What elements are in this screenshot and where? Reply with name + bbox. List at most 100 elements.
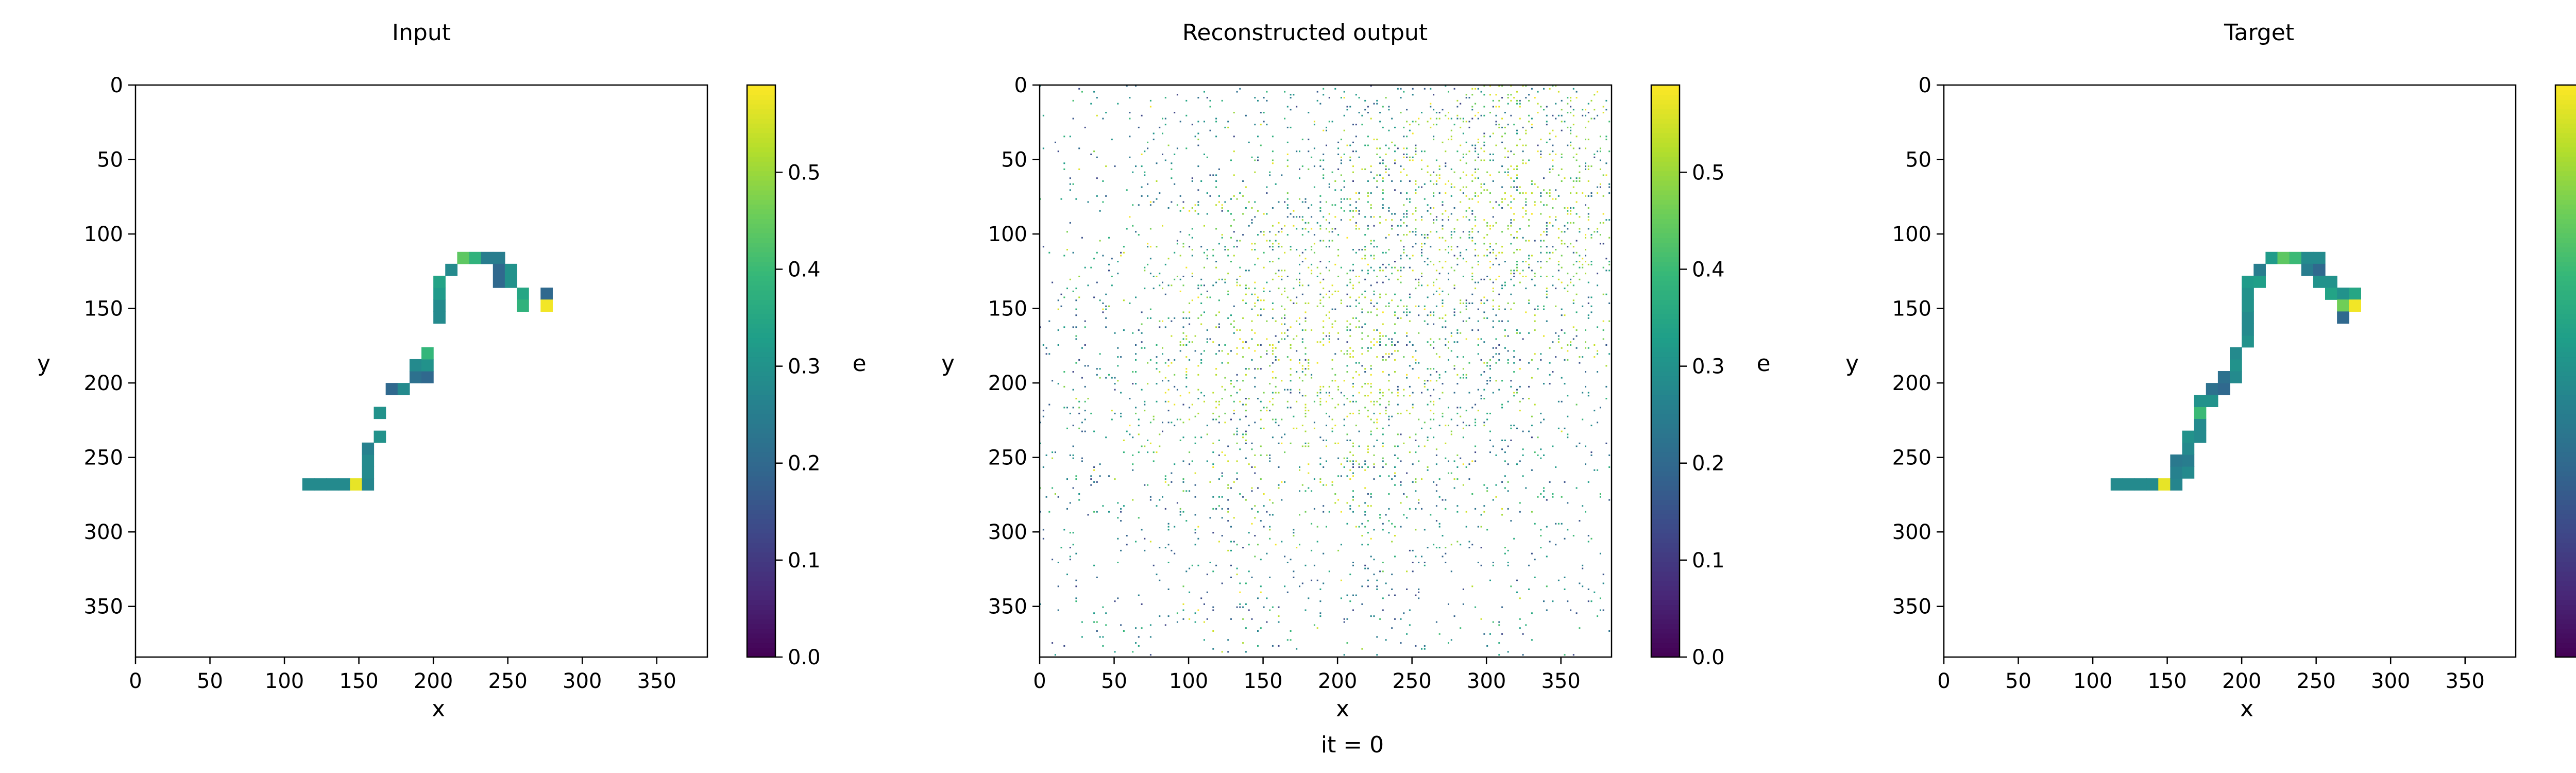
heatmap-cell xyxy=(1063,168,1065,170)
heatmap-cell xyxy=(1585,147,1586,149)
heatmap-cell xyxy=(1299,150,1300,153)
heatmap-cell xyxy=(1448,293,1449,295)
heatmap-cell xyxy=(1105,308,1107,310)
heatmap-cell xyxy=(1233,305,1235,307)
heatmap-cell xyxy=(1376,147,1378,149)
colorbar-frame xyxy=(746,84,776,658)
heatmap-cell xyxy=(2146,478,2159,491)
heatmap-cell xyxy=(1608,466,1611,468)
heatmap-cell xyxy=(1269,365,1271,367)
heatmap-cell xyxy=(1421,243,1422,245)
heatmap-cell xyxy=(1075,198,1077,200)
heatmap-cell xyxy=(1206,156,1208,158)
heatmap-cell xyxy=(1260,112,1262,113)
heatmap-cell xyxy=(1540,547,1542,549)
heatmap-cell xyxy=(1200,359,1202,361)
heatmap-cell xyxy=(1549,374,1551,376)
heatmap-cell xyxy=(1167,400,1170,402)
colorbar-segment xyxy=(1651,404,1680,410)
heatmap-cell xyxy=(1418,362,1420,364)
heatmap-cell xyxy=(2265,251,2278,264)
heatmap-cell xyxy=(1433,436,1435,439)
heatmap-cell xyxy=(1587,317,1589,319)
heatmap-cell xyxy=(1144,174,1146,176)
colorbar-segment xyxy=(2555,643,2576,648)
heatmap-cell xyxy=(1162,320,1163,322)
heatmap-cell xyxy=(1218,478,1220,480)
heatmap-cell xyxy=(1239,338,1241,340)
heatmap-cell xyxy=(1406,198,1408,200)
heatmap-cell xyxy=(1471,228,1473,230)
colorbar-segment xyxy=(2555,628,2576,634)
heatmap-cell xyxy=(1227,353,1229,355)
colorbar-segment xyxy=(2555,257,2576,262)
heatmap-cell xyxy=(1138,433,1140,435)
heatmap-cell xyxy=(1343,618,1345,620)
heatmap-cell xyxy=(1418,284,1420,287)
heatmap-cell xyxy=(1278,484,1280,486)
heatmap-cell xyxy=(1483,219,1485,221)
heatmap-cell xyxy=(1528,255,1530,257)
heatmap-cell xyxy=(1602,338,1604,340)
heatmap-cell xyxy=(1370,266,1372,268)
heatmap-cell xyxy=(1516,263,1518,265)
heatmap-cell xyxy=(1489,85,1491,87)
heatmap-cell xyxy=(1510,165,1512,167)
heatmap-cell xyxy=(1120,255,1122,257)
heatmap-cell xyxy=(1534,451,1536,453)
heatmap-cell xyxy=(1421,246,1422,248)
colorbar-segment xyxy=(2555,113,2576,119)
heatmap-cell xyxy=(1531,124,1533,126)
heatmap-cell xyxy=(1272,159,1274,161)
heatmap-cell xyxy=(1052,380,1054,382)
heatmap-cell xyxy=(1290,97,1292,99)
heatmap-cell xyxy=(1516,91,1518,93)
colorbar-segment xyxy=(2555,404,2576,410)
colorbar-segment xyxy=(1651,576,1680,581)
heatmap-cell xyxy=(1561,109,1563,111)
heatmap-cell xyxy=(1471,585,1473,587)
heatmap-cell xyxy=(1599,552,1601,554)
heatmap-cell xyxy=(1319,273,1321,275)
heatmap-cell xyxy=(1358,192,1360,194)
heatmap-cell xyxy=(1272,353,1274,355)
heatmap-cell xyxy=(1480,114,1482,116)
heatmap-cell xyxy=(1465,216,1467,218)
heatmap-cell xyxy=(1376,422,1378,424)
heatmap-cell xyxy=(1337,389,1340,391)
heatmap-cell xyxy=(1465,121,1467,123)
heatmap-cell xyxy=(1575,335,1578,337)
heatmap-cell xyxy=(1453,365,1455,367)
heatmap-cell xyxy=(1108,511,1110,513)
heatmap-cell xyxy=(1513,219,1515,221)
heatmap-cell xyxy=(1242,606,1244,608)
heatmap-cell xyxy=(1117,347,1119,349)
heatmap-cell xyxy=(1465,308,1467,310)
heatmap-cell xyxy=(1385,144,1387,146)
heatmap-cell xyxy=(1382,180,1384,182)
heatmap-cell xyxy=(1144,484,1146,486)
heatmap-cell xyxy=(1069,222,1071,224)
colorbar-segment xyxy=(747,505,775,510)
heatmap-cell xyxy=(1483,255,1485,257)
heatmap-cell xyxy=(1433,263,1435,265)
heatmap-cell xyxy=(1254,288,1256,290)
heatmap-cell xyxy=(1397,88,1399,90)
heatmap-cell xyxy=(1430,427,1432,429)
heatmap-cell xyxy=(1552,276,1554,277)
heatmap-cell xyxy=(1212,496,1214,498)
heatmap-cell xyxy=(1456,466,1459,468)
heatmap-cell xyxy=(1066,288,1068,290)
heatmap-cell xyxy=(1391,141,1393,143)
heatmap-cell xyxy=(1570,141,1572,143)
colorbar-segment xyxy=(747,499,775,505)
heatmap-cell xyxy=(1582,392,1584,394)
heatmap-cell xyxy=(1492,251,1494,254)
colorbar-segment xyxy=(2555,85,2576,91)
heatmap-cell xyxy=(1409,549,1411,551)
heatmap-cell xyxy=(1367,415,1369,417)
colorbar-segment xyxy=(1651,357,1680,362)
heatmap-cell xyxy=(1519,103,1521,105)
heatmap-cell xyxy=(1498,654,1500,656)
heatmap-cell xyxy=(1286,207,1289,209)
